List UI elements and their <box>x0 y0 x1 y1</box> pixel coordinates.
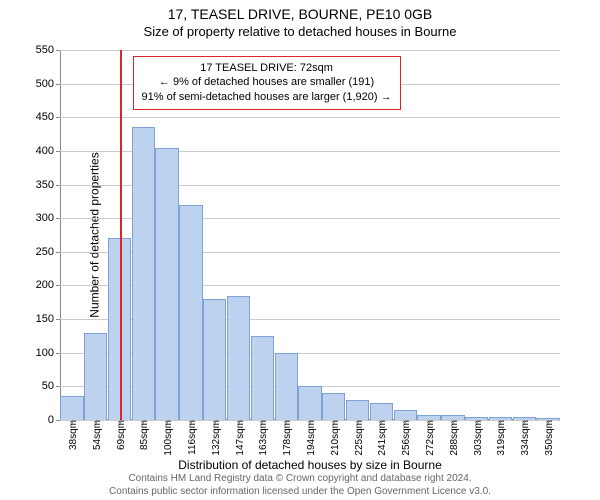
x-tick-label: 256sqm <box>401 420 412 456</box>
x-tick-label: 147sqm <box>235 420 246 456</box>
y-tick-mark <box>56 185 60 186</box>
histogram-bar <box>84 333 107 420</box>
info-box-line: 91% of semi-detached houses are larger (… <box>142 90 392 105</box>
x-tick-mark <box>167 420 168 424</box>
x-tick-mark <box>477 420 478 424</box>
x-tick-mark <box>548 420 549 424</box>
grid-line <box>60 117 560 118</box>
x-tick-mark <box>405 420 406 424</box>
histogram-bar <box>370 403 393 420</box>
x-tick-label: 85sqm <box>139 420 150 450</box>
grid-line <box>60 50 560 51</box>
x-tick-mark <box>524 420 525 424</box>
x-axis-label: Distribution of detached houses by size … <box>60 458 560 472</box>
histogram-bar <box>203 299 226 420</box>
y-axis-line <box>60 50 61 420</box>
x-tick-mark <box>72 420 73 424</box>
histogram-bar <box>251 336 274 420</box>
y-tick-mark <box>56 285 60 286</box>
x-tick-label: 210sqm <box>330 420 341 456</box>
histogram-bar <box>322 393 345 420</box>
footer-line-2: Contains public sector information licen… <box>0 486 600 499</box>
x-tick-label: 350sqm <box>544 420 555 456</box>
histogram-bar <box>179 205 202 420</box>
plot-area: 05010015020025030035040045050055038sqm54… <box>60 50 560 420</box>
footer-attribution: Contains HM Land Registry data © Crown c… <box>0 473 600 498</box>
x-tick-mark <box>500 420 501 424</box>
x-tick-mark <box>143 420 144 424</box>
x-tick-label: 132sqm <box>211 420 222 456</box>
x-tick-label: 288sqm <box>449 420 460 456</box>
y-tick-mark <box>56 50 60 51</box>
x-tick-mark <box>239 420 240 424</box>
x-tick-label: 116sqm <box>187 420 198 455</box>
page-subtitle: Size of property relative to detached ho… <box>0 22 600 39</box>
y-tick-mark <box>56 218 60 219</box>
y-tick-mark <box>56 252 60 253</box>
x-tick-label: 225sqm <box>354 420 365 456</box>
y-tick-mark <box>56 386 60 387</box>
x-tick-label: 38sqm <box>68 420 79 450</box>
x-tick-mark <box>96 420 97 424</box>
property-marker-line <box>120 50 122 420</box>
x-tick-mark <box>358 420 359 424</box>
x-tick-label: 163sqm <box>258 420 269 456</box>
x-tick-label: 178sqm <box>282 420 293 456</box>
x-tick-mark <box>120 420 121 424</box>
x-tick-mark <box>310 420 311 424</box>
y-tick-mark <box>56 151 60 152</box>
x-tick-label: 303sqm <box>473 420 484 456</box>
histogram-bar <box>394 410 417 420</box>
histogram-bar <box>298 386 321 420</box>
x-tick-mark <box>429 420 430 424</box>
histogram-bar <box>155 148 178 420</box>
page-title: 17, TEASEL DRIVE, BOURNE, PE10 0GB <box>0 0 600 22</box>
x-tick-label: 54sqm <box>92 420 103 450</box>
footer-line-1: Contains HM Land Registry data © Crown c… <box>0 473 600 486</box>
x-tick-mark <box>262 420 263 424</box>
histogram-bar <box>227 296 250 420</box>
x-tick-label: 272sqm <box>425 420 436 456</box>
chart-area: Number of detached properties 0501001502… <box>60 50 560 420</box>
x-tick-mark <box>215 420 216 424</box>
y-tick-mark <box>56 84 60 85</box>
y-tick-mark <box>56 319 60 320</box>
x-tick-label: 241sqm <box>377 420 388 456</box>
x-tick-mark <box>191 420 192 424</box>
x-tick-label: 334sqm <box>520 420 531 456</box>
histogram-bar <box>132 127 155 420</box>
x-tick-label: 100sqm <box>163 420 174 456</box>
x-tick-mark <box>453 420 454 424</box>
x-tick-label: 319sqm <box>496 420 507 456</box>
histogram-bar <box>275 353 298 420</box>
x-tick-mark <box>286 420 287 424</box>
histogram-bar <box>60 396 83 420</box>
property-info-box: 17 TEASEL DRIVE: 72sqm← 9% of detached h… <box>133 56 401 111</box>
x-tick-mark <box>381 420 382 424</box>
y-tick-mark <box>56 353 60 354</box>
x-tick-label: 194sqm <box>306 420 317 456</box>
x-tick-label: 69sqm <box>116 420 127 450</box>
histogram-bar <box>346 400 369 420</box>
x-tick-mark <box>334 420 335 424</box>
info-box-line: ← 9% of detached houses are smaller (191… <box>142 75 392 90</box>
y-tick-mark <box>56 117 60 118</box>
info-box-line: 17 TEASEL DRIVE: 72sqm <box>142 61 392 76</box>
y-tick-mark <box>56 420 60 421</box>
